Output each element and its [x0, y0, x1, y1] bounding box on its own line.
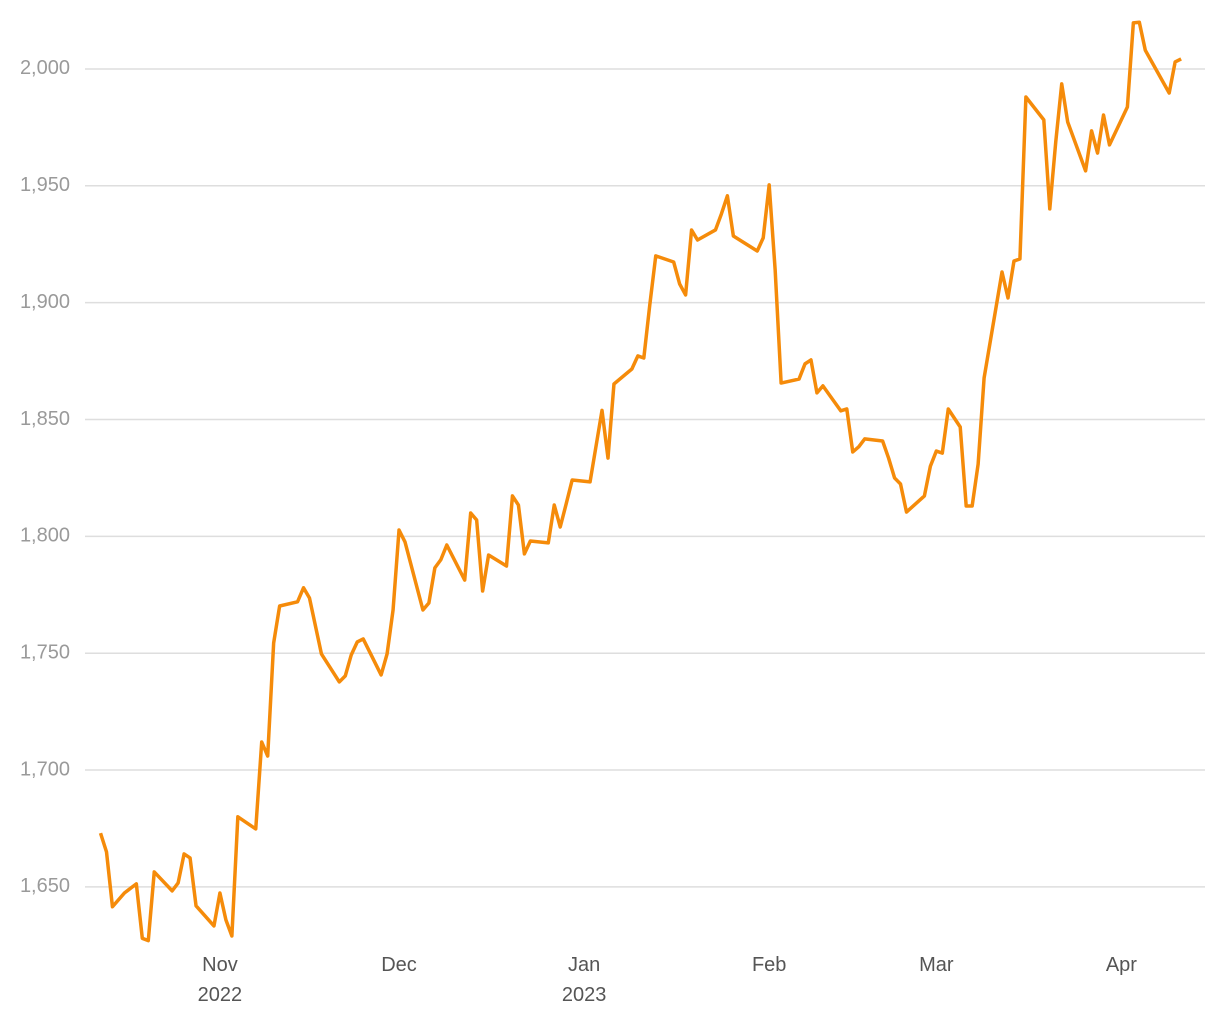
x-tick-label: Dec: [381, 954, 417, 976]
y-tick-label: 1,750: [20, 641, 70, 663]
y-tick-label: 1,900: [20, 291, 70, 313]
y-tick-label: 1,800: [20, 525, 70, 547]
y-tick-label: 1,950: [20, 174, 70, 196]
x-tick-label: Apr: [1106, 954, 1137, 976]
price-line: [98, 20, 1182, 943]
x-tick-label: Nov 2022: [198, 954, 243, 1006]
y-tick-label: 1,700: [20, 758, 70, 780]
x-tick-label: Feb: [752, 954, 786, 976]
y-tick-label: 1,650: [20, 875, 70, 897]
x-tick-label: Jan 2023: [562, 954, 607, 1006]
y-tick-label: 1,850: [20, 408, 70, 430]
x-tick-label: Mar: [919, 954, 954, 976]
y-tick-label: 2,000: [20, 57, 70, 79]
